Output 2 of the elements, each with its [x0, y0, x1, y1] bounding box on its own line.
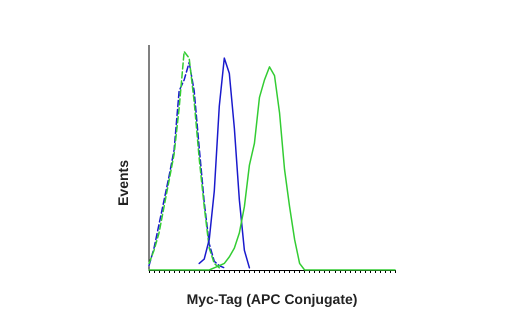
y-axis-title: Events — [115, 160, 131, 206]
x-axis-title: Myc-Tag (APC Conjugate) — [186, 291, 358, 307]
